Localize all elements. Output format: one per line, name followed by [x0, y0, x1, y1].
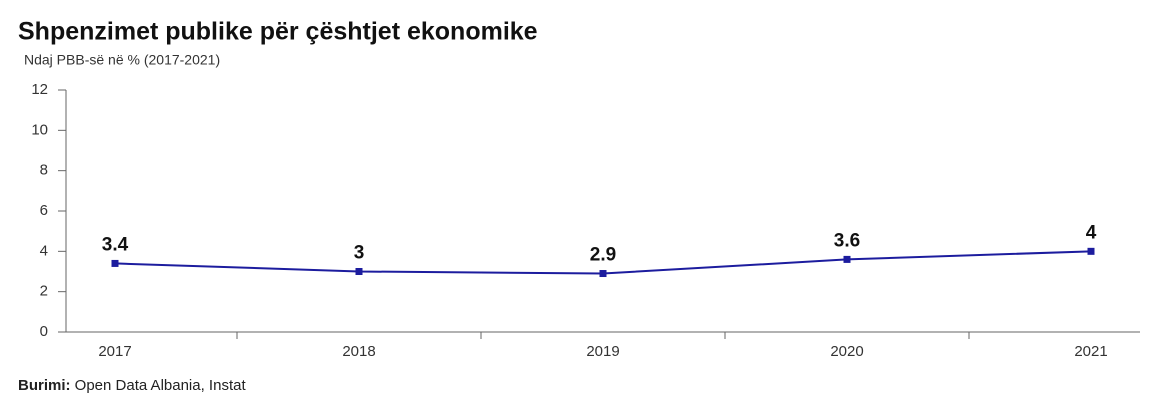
point: [843, 255, 851, 263]
y-tick-label: 6: [40, 202, 48, 219]
y-tick-label: 4: [40, 242, 48, 259]
chart-title: Shpenzimet publike për çështjet ekonomik…: [18, 18, 538, 46]
source-text: Open Data Albania, Instat: [75, 377, 247, 394]
data-label: 3.6: [834, 230, 860, 251]
point: [355, 268, 363, 275]
data-label: 3: [354, 243, 365, 264]
x-tick-label: 2017: [98, 343, 131, 360]
point: [111, 259, 119, 267]
point: [1087, 247, 1095, 255]
y-tick-label: 8: [40, 162, 48, 179]
y-tick-label: 0: [40, 323, 48, 340]
data-label: 3.4: [102, 234, 129, 255]
x-tick-label: 2020: [830, 343, 863, 360]
y-tick-label: 2: [40, 283, 48, 300]
x-tick-label: 2019: [586, 343, 619, 360]
y-tick-label: 12: [31, 81, 48, 98]
x-tick-label: 2021: [1074, 343, 1107, 360]
chart-subtitle: Ndaj PBB-së në % (2017-2021): [24, 52, 220, 68]
data-label: 4: [1086, 222, 1097, 243]
data-label: 2.9: [590, 245, 616, 266]
source-label: Burimi:: [18, 377, 71, 394]
point: [599, 270, 607, 278]
x-tick-label: 2018: [342, 343, 375, 360]
y-tick-label: 10: [31, 121, 48, 138]
source: Burimi: Open Data Albania, Instat: [18, 377, 246, 394]
